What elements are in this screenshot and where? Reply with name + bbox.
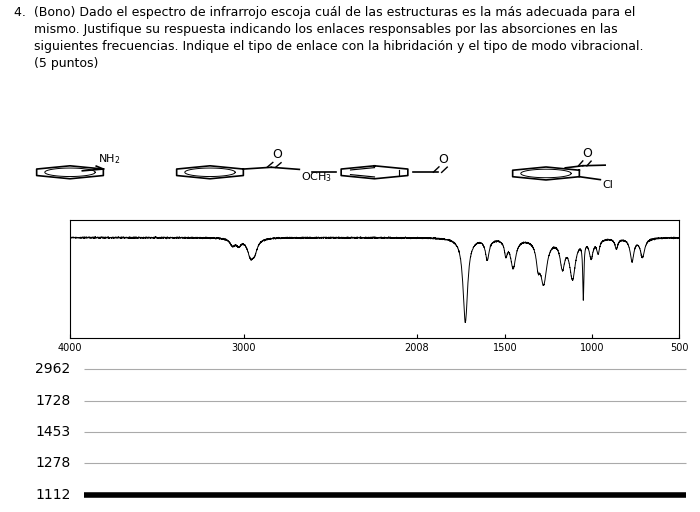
Text: Cl: Cl (603, 180, 613, 190)
Text: 2962: 2962 (35, 362, 70, 376)
Text: 1278: 1278 (35, 456, 70, 470)
Text: 1728: 1728 (35, 394, 70, 408)
Text: NH$_2$: NH$_2$ (98, 152, 120, 166)
Text: 4.  (Bono) Dado el espectro de infrarrojo escoja cuál de las estructuras es la m: 4. (Bono) Dado el espectro de infrarrojo… (14, 6, 643, 70)
Text: O: O (582, 147, 592, 160)
Text: 1453: 1453 (35, 425, 70, 439)
Text: OCH$_3$: OCH$_3$ (301, 170, 332, 184)
Text: 1112: 1112 (35, 487, 71, 502)
Text: O: O (438, 153, 448, 165)
Text: O: O (272, 148, 282, 161)
